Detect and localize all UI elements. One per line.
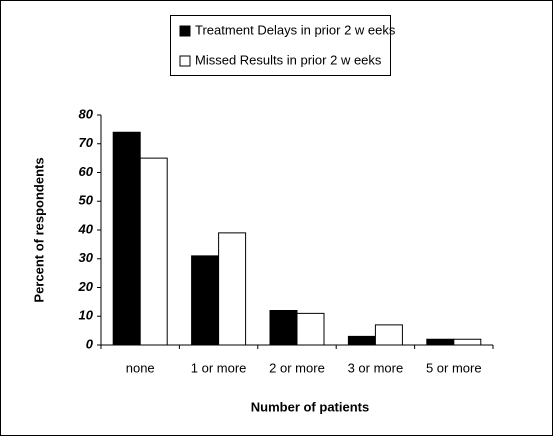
y-tick-label: 0: [86, 336, 94, 351]
y-tick-label: 50: [79, 193, 94, 208]
y-axis-title: Percent of respondents: [31, 157, 46, 302]
bar: [139, 157, 168, 346]
y-tick-label: 60: [79, 164, 94, 179]
bar: [269, 310, 298, 346]
y-tick-label: 40: [78, 221, 94, 236]
bar: [347, 335, 376, 346]
bar: [191, 255, 220, 346]
legend-label: Treatment Delays in prior 2 w eeks: [195, 22, 396, 37]
x-tick-label: 1 or more: [191, 360, 247, 375]
bar: [426, 338, 455, 346]
x-tick-label: 5 or more: [426, 360, 482, 375]
legend-label: Missed Results in prior 2 w eeks: [195, 52, 382, 67]
y-tick-label: 20: [78, 279, 94, 294]
y-tick-label: 10: [79, 308, 94, 323]
legend-box: [170, 15, 391, 76]
bar: [453, 338, 482, 346]
legend-swatch: [179, 55, 191, 67]
x-axis-title: Number of patients: [251, 399, 369, 414]
x-tick-label: 2 or more: [269, 360, 325, 375]
x-tick-label: none: [126, 360, 155, 375]
y-tick-label: 30: [79, 250, 94, 265]
y-tick-label: 80: [79, 106, 94, 121]
bar: [218, 232, 247, 346]
y-tick-label: 70: [79, 135, 94, 150]
bar: [112, 131, 141, 346]
bar: [296, 312, 325, 346]
bar: [374, 324, 403, 346]
x-tick-label: 3 or more: [348, 360, 404, 375]
legend-swatch: [179, 25, 191, 37]
